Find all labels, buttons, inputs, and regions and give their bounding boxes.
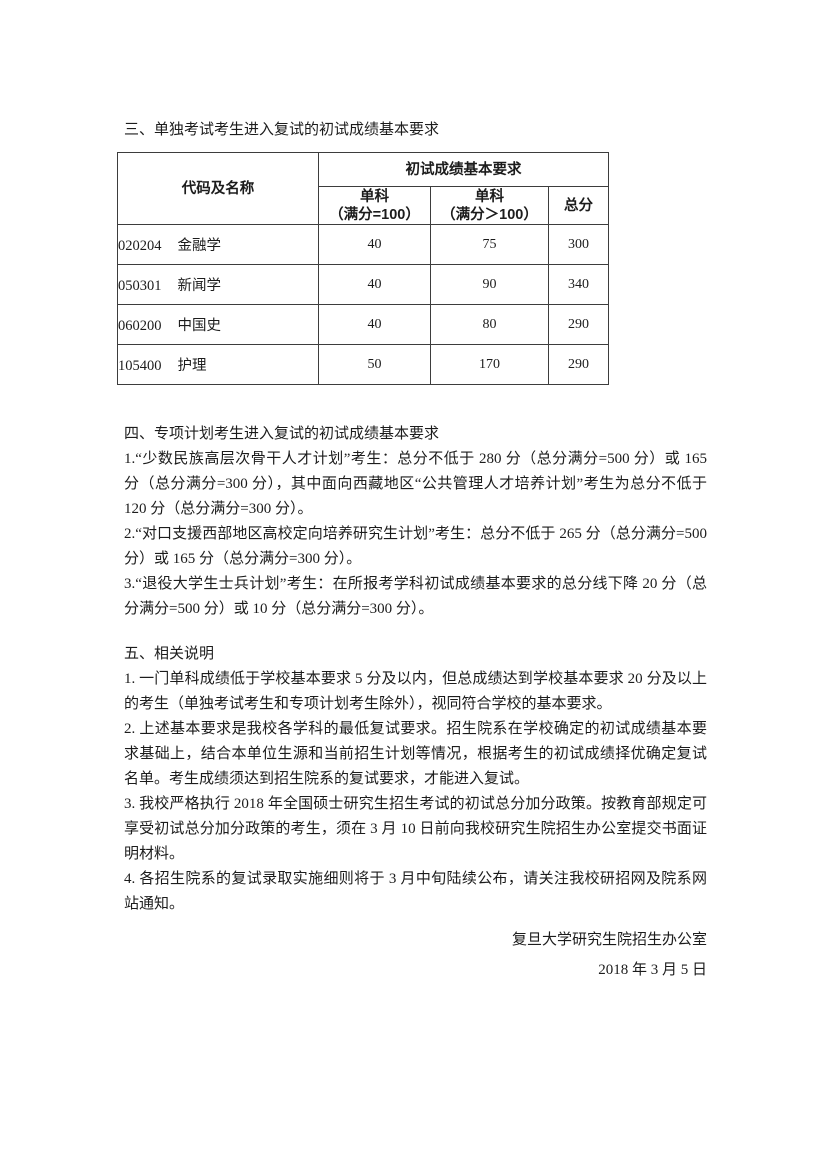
major-code-name-cell: 060200 中国史 <box>117 304 319 345</box>
section4-item-3: 3.“退役大学生士兵计划”考生：在所报考学科初试成绩基本要求的总分线下降 20 … <box>124 576 707 617</box>
major-code-name-cell: 105400 护理 <box>117 344 319 385</box>
major-code: 060200 <box>118 318 162 334</box>
signature-org: 复旦大学研究生院招生办公室 <box>511 932 707 948</box>
table-row: 050301 新闻学 40 90 340 <box>117 264 609 305</box>
table-header-single-eq100-line2: （满分=100） <box>329 206 420 223</box>
table-header-row-sub: 单科 （满分=100） 单科 （满分＞100） 总分 <box>118 186 609 225</box>
total-value: 290 <box>548 344 609 385</box>
single-gt100-value: 90 <box>430 264 549 305</box>
signature-date: 2018 年 3 月 5 日 <box>598 962 707 978</box>
total-value: 300 <box>548 224 609 265</box>
major-name: 中国史 <box>177 318 222 334</box>
single-eq100-value: 40 <box>318 224 431 265</box>
table-header-single-eq100: 单科 （满分=100） <box>318 186 431 225</box>
table-header-single-gt100-line2: （满分＞100） <box>441 206 538 223</box>
major-code: 020204 <box>118 238 162 254</box>
major-code-name-cell: 050301 新闻学 <box>117 264 319 305</box>
section5-item-1: 1. 一门单科成绩低于学校基本要求 5 分及以内，但总成绩达到学校基本要求 20… <box>124 671 707 712</box>
table-row: 060200 中国史 40 80 290 <box>117 304 609 345</box>
signature-block: 复旦大学研究生院招生办公室 2018 年 3 月 5 日 <box>124 925 707 985</box>
single-gt100-value: 170 <box>430 344 549 385</box>
table-header-group: 初试成绩基本要求 <box>318 152 609 187</box>
major-name: 金融学 <box>177 238 222 254</box>
single-eq100-value: 50 <box>318 344 431 385</box>
table-header-single-eq100-line1: 单科 <box>360 188 389 205</box>
section4-heading: 四、专项计划考生进入复试的初试成绩基本要求 <box>124 426 440 442</box>
table-row: 105400 护理 50 170 290 <box>117 344 609 385</box>
table-header-single-gt100: 单科 （满分＞100） <box>430 186 549 225</box>
section5-item-2: 2. 上述基本要求是我校各学科的最低复试要求。招生院系在学校确定的初试成绩基本要… <box>124 721 707 787</box>
section5-heading: 五、相关说明 <box>124 646 215 662</box>
table-header-code-name: 代码及名称 <box>117 152 319 225</box>
single-eq100-value: 40 <box>318 304 431 345</box>
major-code: 105400 <box>118 358 162 374</box>
single-gt100-value: 75 <box>430 224 549 265</box>
document-content: 三、单独考试考生进入复试的初试成绩基本要求 代码及名称 初试成绩基本要求 单科 … <box>117 122 707 985</box>
section3-heading: 三、单独考试考生进入复试的初试成绩基本要求 <box>124 122 440 138</box>
single-gt100-value: 80 <box>430 304 549 345</box>
section5-item-4: 4. 各招生院系的复试录取实施细则将于 3 月中旬陆续公布，请关注我校研招网及院… <box>124 871 707 912</box>
table-row: 020204 金融学 40 75 300 <box>117 224 609 265</box>
section4-item-2: 2.“对口支援西部地区高校定向培养研究生计划”考生：总分不低于 265 分（总分… <box>124 526 707 567</box>
document-page: 三、单独考试考生进入复试的初试成绩基本要求 代码及名称 初试成绩基本要求 单科 … <box>117 122 707 985</box>
table-header-row-group: 代码及名称 初试成绩基本要求 <box>117 152 609 225</box>
table-header-total: 总分 <box>548 186 609 225</box>
total-value: 340 <box>548 264 609 305</box>
table-header-total-label: 总分 <box>564 197 593 214</box>
table-header-single-gt100-line1: 单科 <box>475 188 504 205</box>
major-code: 050301 <box>118 278 162 294</box>
total-value: 290 <box>548 304 609 345</box>
section4-item-1: 1.“少数民族高层次骨干人才计划”考生：总分不低于 280 分（总分满分=500… <box>124 451 707 517</box>
major-name: 新闻学 <box>177 278 222 294</box>
major-name: 护理 <box>177 358 207 374</box>
score-requirements-table: 代码及名称 初试成绩基本要求 单科 （满分=100） 单科 （满分＞100） 总… <box>117 152 609 385</box>
major-code-name-cell: 020204 金融学 <box>117 224 319 265</box>
single-eq100-value: 40 <box>318 264 431 305</box>
section5-item-3: 3. 我校严格执行 2018 年全国硕士研究生招生考试的初试总分加分政策。按教育… <box>124 796 707 862</box>
